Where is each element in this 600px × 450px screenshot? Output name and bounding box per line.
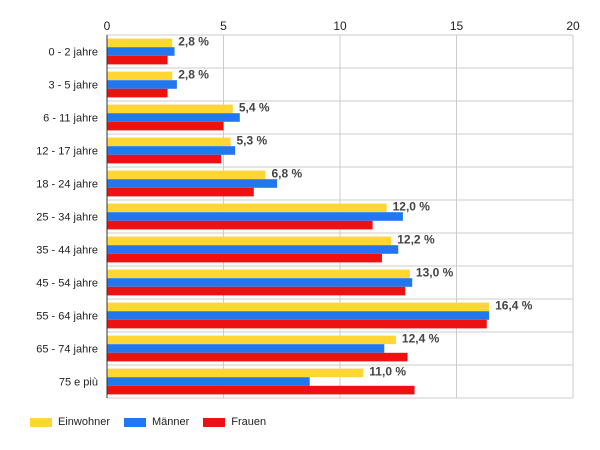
category-label: 0 - 2 jahre: [48, 47, 98, 59]
category-label: 6 - 11 jahre: [43, 113, 98, 125]
bar: [107, 154, 222, 164]
bar: [107, 344, 385, 353]
bar: [107, 335, 396, 345]
bar: [107, 220, 373, 230]
bar: [107, 245, 399, 254]
data-label: 11,0 %: [369, 365, 406, 379]
x-tick-label: 20: [566, 19, 580, 33]
legend-swatch: [203, 417, 226, 427]
bar: [107, 236, 392, 246]
bar: [107, 253, 382, 263]
x-tick-label: 0: [104, 19, 111, 33]
legend-item: Einwohner: [30, 416, 110, 428]
category-label: 55 - 64 jahre: [36, 311, 98, 323]
bar: [107, 137, 231, 147]
bar: [107, 179, 278, 188]
legend-item: Frauen: [203, 416, 266, 428]
data-label: 13,0 %: [416, 266, 454, 280]
x-tick-label: 10: [333, 19, 347, 33]
bar: [107, 286, 406, 296]
bar: [107, 38, 173, 48]
bar: [107, 203, 387, 213]
bar: [107, 121, 224, 131]
bar: [107, 187, 254, 197]
bar: [107, 55, 168, 65]
data-label: 12,2 %: [397, 233, 435, 247]
bar: [107, 352, 408, 362]
legend-item: Männer: [123, 416, 190, 428]
bar: [107, 47, 175, 56]
category-label: 75 e più: [59, 377, 98, 389]
legend: Einwohner Männer Frauen: [30, 416, 280, 428]
bar: [107, 71, 173, 81]
bar: [107, 368, 364, 378]
data-label: 12,0 %: [393, 200, 431, 214]
data-label: 12,4 %: [402, 332, 440, 346]
category-label: 35 - 44 jahre: [36, 245, 98, 257]
category-label: 3 - 5 jahre: [48, 80, 98, 92]
category-label: 18 - 24 jahre: [36, 179, 98, 191]
legend-label: Männer: [151, 416, 190, 428]
bar: [107, 278, 413, 287]
bar: [107, 385, 415, 395]
category-label: 25 - 34 jahre: [36, 212, 98, 224]
data-label: 5,4 %: [239, 101, 270, 115]
x-tick-label: 15: [450, 19, 464, 33]
data-label: 5,3 %: [236, 134, 267, 148]
legend-label: Frauen: [231, 416, 267, 428]
x-tick-label: 5: [220, 19, 227, 33]
bar: [107, 269, 410, 279]
category-label: 45 - 54 jahre: [36, 278, 98, 290]
bar: [107, 104, 233, 114]
category-label: 12 - 17 jahre: [36, 146, 98, 158]
bar: [107, 377, 310, 386]
bar: [107, 170, 266, 180]
legend-label: Einwohner: [58, 416, 110, 428]
data-label: 2,8 %: [178, 68, 209, 82]
bar: [107, 302, 490, 312]
bar: [107, 146, 236, 155]
legend-swatch: [30, 417, 52, 427]
legend-swatch: [123, 417, 146, 427]
bar: [107, 80, 177, 89]
category-label: 65 - 74 jahre: [36, 344, 98, 356]
bar: [107, 311, 490, 320]
bar: [107, 113, 240, 122]
bar: [107, 88, 168, 98]
data-label: 2,8 %: [178, 35, 209, 49]
data-label: 6,8 %: [271, 167, 302, 181]
bar: [107, 319, 487, 329]
bar: [107, 212, 403, 221]
data-label: 16,4 %: [495, 299, 533, 313]
